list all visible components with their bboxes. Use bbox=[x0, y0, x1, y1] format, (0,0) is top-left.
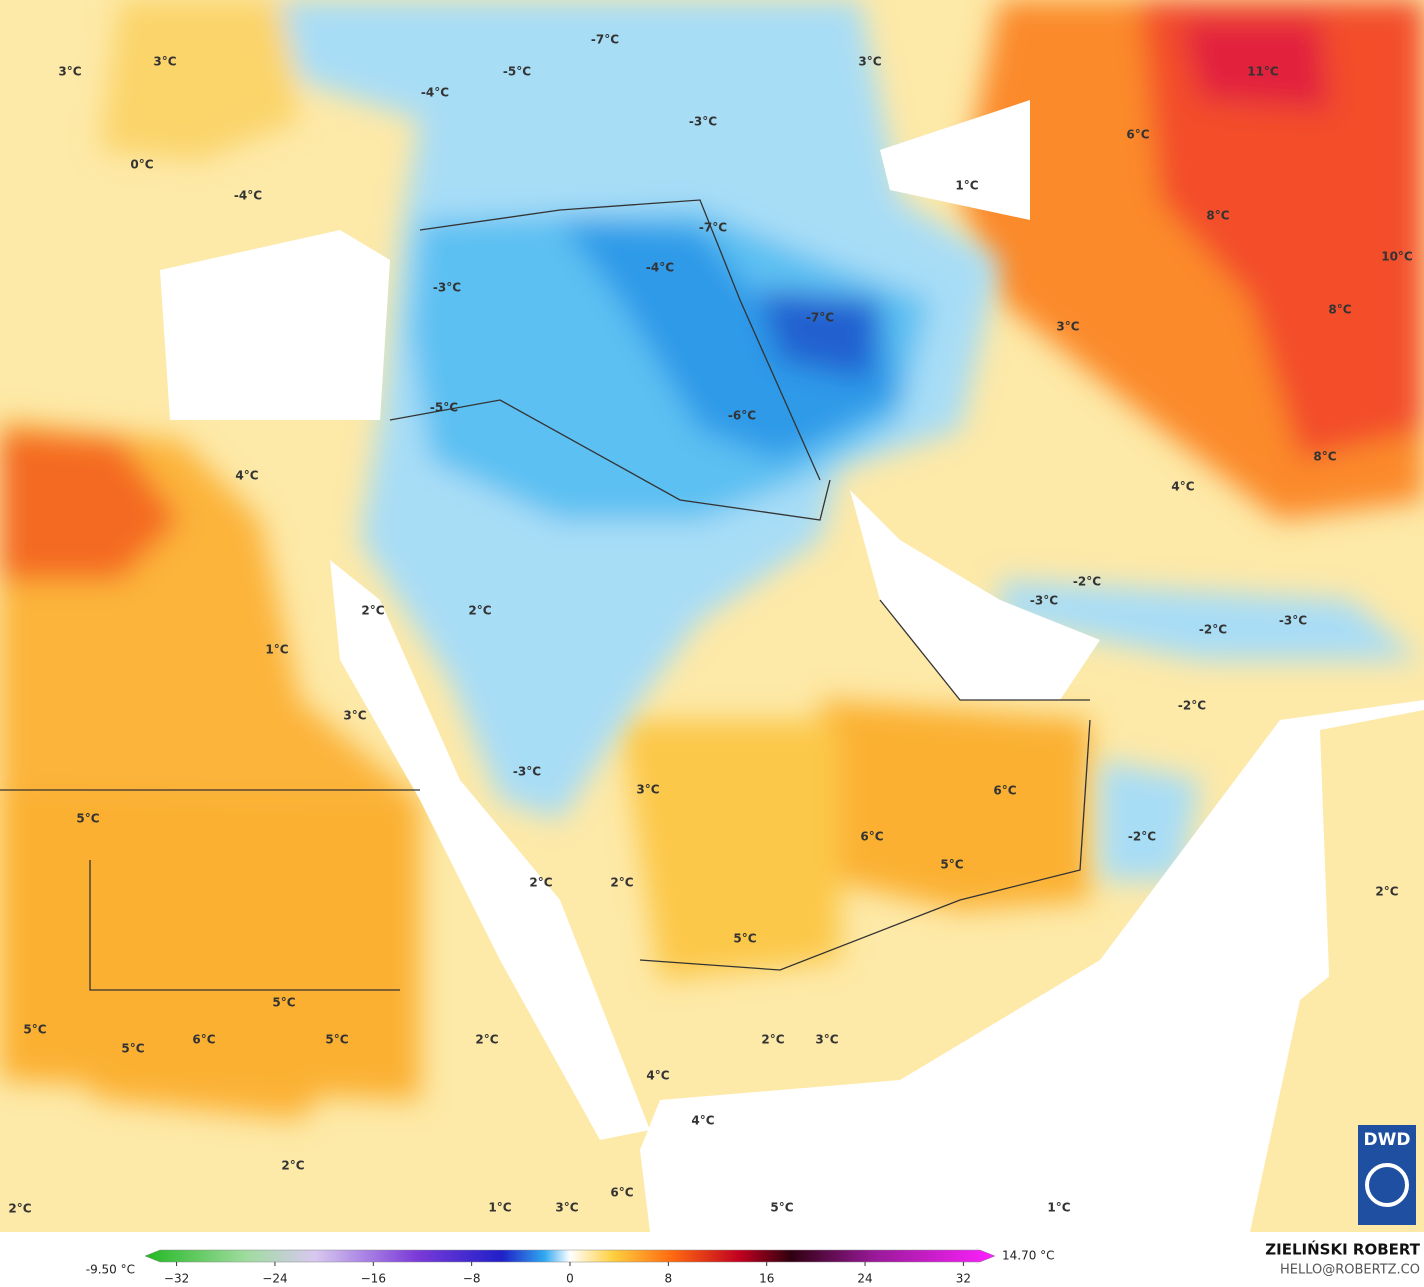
temperature-label: -5°C bbox=[503, 65, 531, 79]
legend-min: -9.50 °C bbox=[86, 1263, 135, 1277]
legend-tick-label: 8 bbox=[665, 1272, 673, 1286]
legend-tick-label: −16 bbox=[361, 1272, 386, 1286]
temperature-label: 1°C bbox=[955, 179, 978, 193]
temperature-label: 2°C bbox=[8, 1202, 31, 1216]
legend-tick-label: 32 bbox=[956, 1272, 971, 1286]
temperature-label: -2°C bbox=[1199, 623, 1227, 637]
temperature-label: 2°C bbox=[761, 1033, 784, 1047]
temperature-label: 3°C bbox=[815, 1033, 838, 1047]
temperature-label: 5°C bbox=[770, 1201, 793, 1215]
temperature-label: 3°C bbox=[858, 55, 881, 69]
temperature-label: 6°C bbox=[860, 830, 883, 844]
temperature-label: 1°C bbox=[1047, 1201, 1070, 1215]
temperature-label: 3°C bbox=[555, 1201, 578, 1215]
temperature-label: 5°C bbox=[121, 1042, 144, 1056]
temperature-label: 2°C bbox=[361, 604, 384, 618]
temperature-label: 6°C bbox=[192, 1033, 215, 1047]
temperature-label: 11°C bbox=[1247, 65, 1279, 79]
temperature-label: 3°C bbox=[1056, 320, 1079, 334]
temperature-label: -4°C bbox=[421, 86, 449, 100]
temperature-label: -4°C bbox=[646, 261, 674, 275]
map-background bbox=[0, 0, 1424, 1232]
temperature-label: 3°C bbox=[343, 709, 366, 723]
temperature-label: 1°C bbox=[265, 643, 288, 657]
legend-max: 14.70 °C bbox=[1002, 1249, 1055, 1263]
temperature-label: -6°C bbox=[728, 409, 756, 423]
temperature-label: 5°C bbox=[76, 812, 99, 826]
temperature-label: 6°C bbox=[993, 784, 1016, 798]
logo-swirl bbox=[1365, 1163, 1409, 1207]
legend-tick-label: −8 bbox=[463, 1272, 481, 1286]
temperature-label: 0°C bbox=[130, 158, 153, 172]
temperature-label: 2°C bbox=[281, 1159, 304, 1173]
temperature-label: 3°C bbox=[153, 55, 176, 69]
temperature-label: 10°C bbox=[1381, 250, 1413, 264]
temperature-label: 2°C bbox=[610, 876, 633, 890]
credit-author: ZIELIŃSKI ROBERT bbox=[1265, 1240, 1420, 1259]
temperature-label: -5°C bbox=[430, 401, 458, 415]
temperature-label: 2°C bbox=[1375, 885, 1398, 899]
temperature-label: 4°C bbox=[235, 469, 258, 483]
temperature-label: 5°C bbox=[272, 996, 295, 1010]
temperature-label: 2°C bbox=[529, 876, 552, 890]
temperature-label: 1°C bbox=[488, 1201, 511, 1215]
temperature-label: 8°C bbox=[1313, 450, 1336, 464]
temperature-label: 5°C bbox=[23, 1023, 46, 1037]
temperature-label: -3°C bbox=[1030, 594, 1058, 608]
temperature-label: -4°C bbox=[234, 189, 262, 203]
temperature-label: -2°C bbox=[1128, 830, 1156, 844]
temperature-label: 2°C bbox=[475, 1033, 498, 1047]
temperature-label: -7°C bbox=[699, 221, 727, 235]
temperature-label: 4°C bbox=[691, 1114, 714, 1128]
temperature-label: -3°C bbox=[689, 115, 717, 129]
temperature-label: -3°C bbox=[1279, 614, 1307, 628]
temperature-label: 6°C bbox=[610, 1186, 633, 1200]
temperature-label: 5°C bbox=[325, 1033, 348, 1047]
legend-tick-label: 24 bbox=[857, 1272, 872, 1286]
legend-tick-label: −24 bbox=[262, 1272, 287, 1286]
credit-contact: HELLO@ROBERTZ.CO bbox=[1280, 1263, 1420, 1278]
temperature-label: 8°C bbox=[1206, 209, 1229, 223]
temperature-label: -2°C bbox=[1073, 575, 1101, 589]
legend-tick-label: −32 bbox=[164, 1272, 189, 1286]
temperature-label: 6°C bbox=[1126, 128, 1149, 142]
temperature-label: -7°C bbox=[591, 33, 619, 47]
temperature-label: 3°C bbox=[636, 783, 659, 797]
temperature-label: 4°C bbox=[1171, 480, 1194, 494]
temperature-label: -7°C bbox=[806, 311, 834, 325]
temperature-label: 4°C bbox=[646, 1069, 669, 1083]
temperature-label: 2°C bbox=[468, 604, 491, 618]
temperature-label: -3°C bbox=[433, 281, 461, 295]
legend-tick-label: 0 bbox=[566, 1272, 574, 1286]
temperature-label: 5°C bbox=[733, 932, 756, 946]
legend-tick-label: 16 bbox=[759, 1272, 774, 1286]
logo-text: DWD bbox=[1364, 1130, 1411, 1150]
temperature-label: 8°C bbox=[1328, 303, 1351, 317]
temperature-label: 3°C bbox=[58, 65, 81, 79]
temperature-label: -2°C bbox=[1178, 699, 1206, 713]
temperature-label: -3°C bbox=[513, 765, 541, 779]
temperature-label: 5°C bbox=[940, 858, 963, 872]
color-bar bbox=[144, 1249, 996, 1263]
